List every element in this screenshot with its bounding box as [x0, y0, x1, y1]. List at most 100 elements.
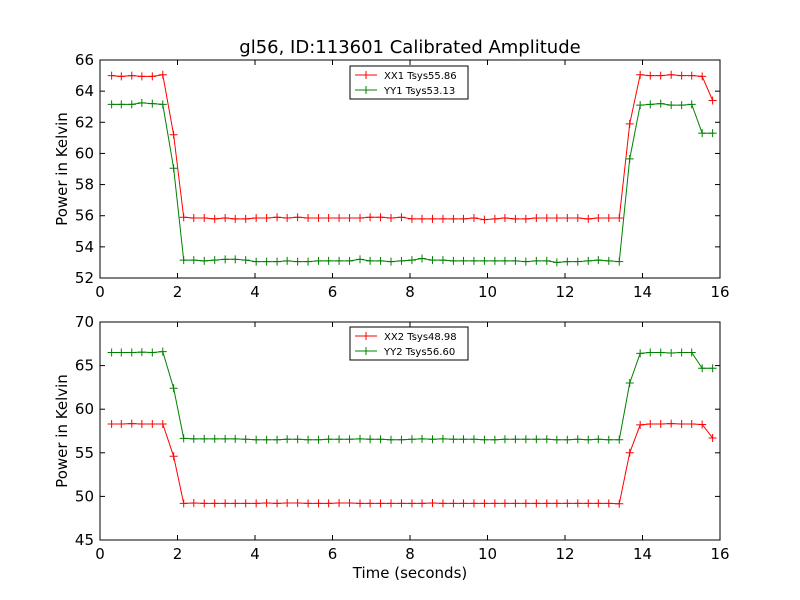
data-point: [532, 435, 541, 444]
data-point: [210, 214, 219, 223]
data-point: [169, 164, 178, 173]
data-point: [698, 420, 707, 429]
data-point: [418, 254, 427, 263]
data-point: [459, 214, 468, 223]
data-point: [189, 434, 198, 443]
data-point: [200, 499, 209, 508]
data-point: [656, 420, 665, 429]
data-point: [646, 348, 655, 357]
data-point: [615, 499, 624, 508]
data-point: [189, 256, 198, 265]
data-point: [252, 435, 261, 444]
data-point: [594, 499, 603, 508]
data-point: [137, 72, 146, 81]
data-point: [148, 348, 157, 357]
data-point: [210, 499, 219, 508]
data-point: [366, 499, 375, 508]
x-tick-label: 2: [173, 283, 183, 301]
data-point: [158, 420, 167, 429]
y-axis-label: Power in Kelvin: [53, 112, 71, 226]
data-point: [335, 435, 344, 444]
data-point: [449, 256, 458, 265]
data-point: [708, 129, 717, 138]
data-point: [200, 434, 209, 443]
data-point: [449, 435, 458, 444]
data-point: [273, 435, 282, 444]
data-point: [594, 256, 603, 265]
data-point: [563, 214, 572, 223]
data-point: [262, 257, 271, 266]
data-point: [459, 499, 468, 508]
data-point: [335, 498, 344, 507]
legend-label: YY2 Tsys56.60: [383, 347, 455, 358]
data-point: [252, 214, 261, 223]
x-tick-label: 4: [250, 545, 260, 563]
x-tick-label: 6: [328, 283, 338, 301]
data-point: [376, 435, 385, 444]
data-point: [521, 257, 530, 266]
x-tick-label: 12: [555, 545, 574, 563]
data-point: [345, 256, 354, 265]
data-point: [428, 256, 437, 265]
legend-label: XX2 Tsys48.98: [384, 332, 457, 343]
data-point: [117, 100, 126, 109]
data-point: [324, 435, 333, 444]
data-point: [376, 213, 385, 222]
x-tick-label: 10: [478, 545, 497, 563]
data-point: [584, 256, 593, 265]
data-point: [521, 499, 530, 508]
data-point: [210, 256, 219, 265]
x-tick-label: 8: [405, 283, 415, 301]
data-point: [376, 256, 385, 265]
data-point: [636, 420, 645, 429]
data-point: [542, 256, 551, 265]
data-point: [314, 499, 323, 508]
data-point: [438, 499, 447, 508]
data-point: [625, 154, 634, 163]
data-point: [500, 499, 509, 508]
data-point: [552, 258, 561, 267]
data-point: [387, 214, 396, 223]
data-point: [137, 98, 146, 107]
x-tick-label: 10: [478, 283, 497, 301]
data-point: [273, 257, 282, 266]
data-point: [221, 434, 230, 443]
y-tick-label: 54: [75, 238, 94, 256]
data-point: [356, 434, 365, 443]
data-point: [137, 348, 146, 357]
data-point: [231, 434, 240, 443]
data-point: [356, 499, 365, 508]
data-point: [604, 256, 613, 265]
data-point: [500, 435, 509, 444]
data-point: [687, 348, 696, 357]
data-point: [428, 498, 437, 507]
data-point: [407, 214, 416, 223]
data-point: [179, 499, 188, 508]
data-point: [241, 499, 250, 508]
data-point: [158, 347, 167, 356]
data-point: [304, 499, 313, 508]
data-point: [407, 256, 416, 265]
data-point: [542, 435, 551, 444]
data-point: [356, 214, 365, 223]
data-point: [656, 348, 665, 357]
data-point: [636, 349, 645, 358]
data-point: [273, 499, 282, 508]
data-point: [107, 100, 116, 109]
data-point: [314, 214, 323, 223]
data-point: [324, 256, 333, 265]
data-point: [604, 435, 613, 444]
data-point: [615, 435, 624, 444]
data-point: [521, 435, 530, 444]
data-point: [521, 214, 530, 223]
data-point: [304, 257, 313, 266]
data-point: [490, 214, 499, 223]
x-tick-label: 12: [555, 283, 574, 301]
y-tick-label: 58: [75, 176, 94, 194]
legend-marker: [362, 332, 370, 340]
data-point: [345, 498, 354, 507]
data-point: [584, 435, 593, 444]
data-point: [656, 71, 665, 80]
data-point: [584, 214, 593, 223]
data-point: [324, 499, 333, 508]
